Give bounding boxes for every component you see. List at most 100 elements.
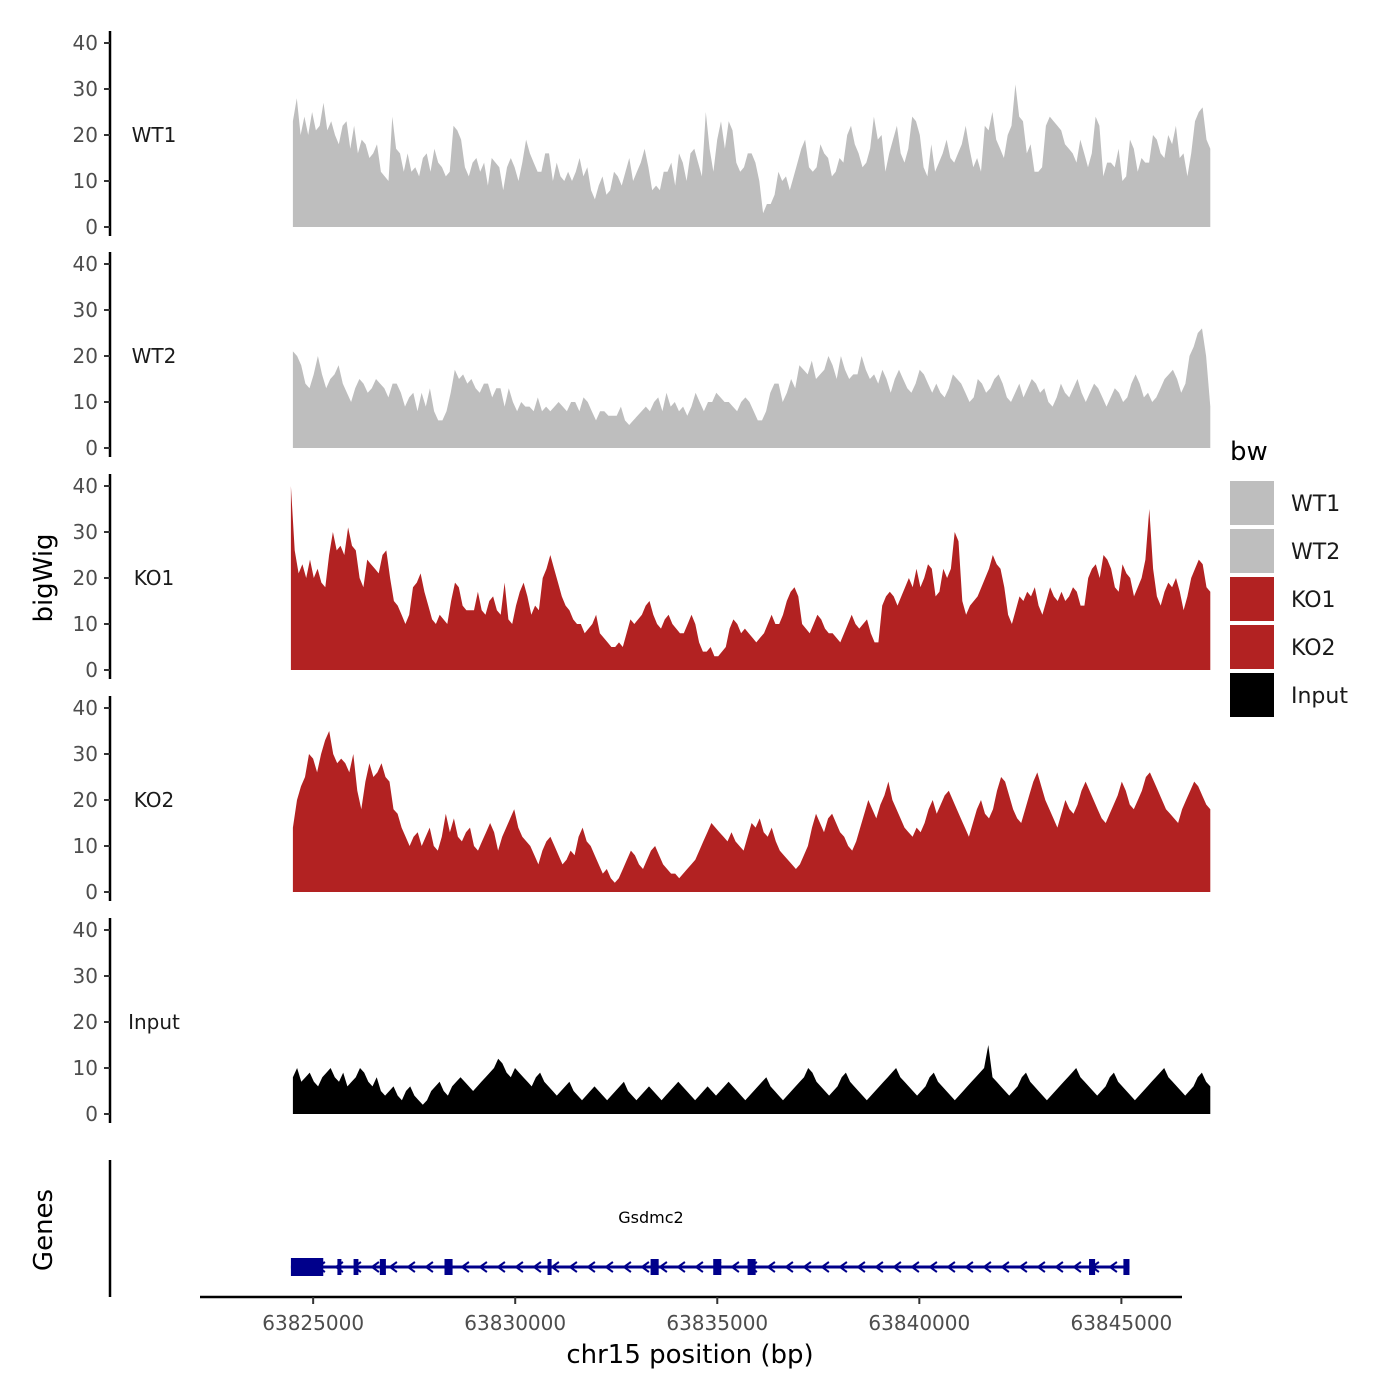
x-tick-label-63830000: 63830000 xyxy=(464,1311,566,1335)
strand-arrow xyxy=(946,1261,956,1273)
x-tick-label-63825000: 63825000 xyxy=(262,1311,364,1335)
track-ko1: 0 10 20 30 40 KO1 xyxy=(73,474,1211,682)
y-tick-label-ko1-30: 30 xyxy=(73,520,98,544)
y-tick-label-wt1-0: 0 xyxy=(85,215,98,239)
strand-arrow xyxy=(460,1261,470,1273)
x-tick-label-63835000: 63835000 xyxy=(666,1311,768,1335)
genes-axis-title: Genes xyxy=(29,1189,59,1271)
x-axis-title: chr15 position (bp) xyxy=(566,1340,813,1370)
track-label-wt2: WT2 xyxy=(132,344,177,368)
exon-9 xyxy=(747,1259,756,1275)
track-label-wt1: WT1 xyxy=(132,123,177,147)
legend-swatch-input xyxy=(1228,671,1276,719)
area-ko2 xyxy=(292,731,1211,892)
y-tick-label-input-0: 0 xyxy=(85,1102,98,1126)
x-tick-label-63845000: 63845000 xyxy=(1070,1311,1172,1335)
strand-arrow xyxy=(640,1261,650,1273)
track-label-ko1: KO1 xyxy=(134,566,175,590)
legend-swatch-ko2 xyxy=(1228,623,1276,671)
strand-arrow xyxy=(928,1261,938,1273)
strand-arrow xyxy=(874,1261,884,1273)
exon-10 xyxy=(1089,1259,1096,1275)
strand-arrow xyxy=(856,1261,866,1273)
strand-arrow xyxy=(1018,1261,1028,1273)
track-input: 0 10 20 30 40 Input xyxy=(73,918,1211,1126)
strand-arrow xyxy=(658,1261,668,1273)
y-tick-label-ko2-20: 20 xyxy=(73,788,98,812)
strand-arrow xyxy=(730,1261,740,1273)
legend-item-ko1: KO1 xyxy=(1228,575,1336,623)
strand-arrow xyxy=(676,1261,686,1273)
strand-arrow xyxy=(478,1261,488,1273)
strand-arrow xyxy=(802,1261,812,1273)
legend-item-wt2: WT2 xyxy=(1228,527,1340,575)
y-tick-label-ko2-10: 10 xyxy=(73,834,98,858)
y-tick-label-input-40: 40 xyxy=(73,918,98,942)
strand-arrow xyxy=(838,1261,848,1273)
legend-title: bw xyxy=(1230,437,1268,467)
track-label-input: Input xyxy=(128,1010,180,1034)
legend-item-input: Input xyxy=(1228,671,1348,719)
x-tick-label-63840000: 63840000 xyxy=(868,1311,970,1335)
strand-arrow xyxy=(604,1261,614,1273)
strand-arrow xyxy=(586,1261,596,1273)
strand-arrow xyxy=(1000,1261,1010,1273)
gene-model xyxy=(290,1258,1130,1276)
y-tick-label-ko1-10: 10 xyxy=(73,612,98,636)
track-label-ko2: KO2 xyxy=(134,788,175,812)
y-tick-label-ko2-40: 40 xyxy=(73,696,98,720)
legend-label-ko2: KO2 xyxy=(1291,636,1336,661)
strand-arrow xyxy=(370,1261,380,1273)
y-tick-label-input-30: 30 xyxy=(73,964,98,988)
exon-2 xyxy=(337,1259,342,1275)
y-tick-label-ko2-30: 30 xyxy=(73,742,98,766)
y-tick-label-input-10: 10 xyxy=(73,1056,98,1080)
exon-5 xyxy=(444,1259,453,1275)
legend-label-wt2: WT2 xyxy=(1291,540,1340,565)
strand-arrow xyxy=(1108,1261,1118,1273)
strand-arrow xyxy=(784,1261,794,1273)
strand-arrow xyxy=(910,1261,920,1273)
exon-1 xyxy=(290,1258,324,1276)
exon-3 xyxy=(353,1259,359,1275)
strand-arrow xyxy=(514,1261,524,1273)
strand-arrow xyxy=(496,1261,506,1273)
strand-arrow xyxy=(1036,1261,1046,1273)
area-wt2 xyxy=(292,328,1211,448)
y-tick-label-wt1-10: 10 xyxy=(73,169,98,193)
strand-arrow xyxy=(424,1261,434,1273)
y-tick-label-ko1-20: 20 xyxy=(73,566,98,590)
y-tick-label-ko1-40: 40 xyxy=(73,474,98,498)
area-input xyxy=(292,1045,1211,1114)
area-ko1 xyxy=(290,486,1211,670)
area-wt1 xyxy=(292,84,1211,228)
strand-arrow xyxy=(532,1261,542,1273)
legend-label-wt1: WT1 xyxy=(1291,492,1340,517)
exon-8 xyxy=(713,1259,722,1275)
y-tick-label-wt2-0: 0 xyxy=(85,436,98,460)
track-wt2: 0 10 20 30 40 WT2 xyxy=(73,252,1211,460)
strand-arrow xyxy=(964,1261,974,1273)
legend-item-ko2: KO2 xyxy=(1228,623,1336,671)
strand-arrow xyxy=(766,1261,776,1273)
strand-arrow xyxy=(892,1261,902,1273)
legend-item-wt1: WT1 xyxy=(1228,479,1340,527)
genes-layer xyxy=(108,1160,1130,1297)
y-axis-title: bigWig xyxy=(29,533,59,622)
gene-label: Gsdmc2 xyxy=(618,1208,683,1227)
legend-swatch-wt1 xyxy=(1228,479,1276,527)
exon-4 xyxy=(379,1259,386,1275)
exon-6 xyxy=(547,1259,552,1275)
strand-arrow xyxy=(406,1261,416,1273)
legend: WT1 WT2 KO1 KO2 Input xyxy=(1228,479,1348,719)
tracks-layer: 0 10 20 30 40 WT1 0 10 20 30 40 WT2 0 10 20 30 40 KO1 0 10 2… xyxy=(73,31,1211,1126)
legend-swatch-ko1 xyxy=(1228,575,1276,623)
track-wt1: 0 10 20 30 40 WT1 xyxy=(73,31,1211,239)
track-ko2: 0 10 20 30 40 KO2 xyxy=(73,696,1211,904)
strand-arrow xyxy=(982,1261,992,1273)
strand-arrow xyxy=(694,1261,704,1273)
y-tick-label-wt2-40: 40 xyxy=(73,252,98,276)
y-tick-label-ko1-0: 0 xyxy=(85,658,98,682)
y-tick-label-wt2-10: 10 xyxy=(73,390,98,414)
